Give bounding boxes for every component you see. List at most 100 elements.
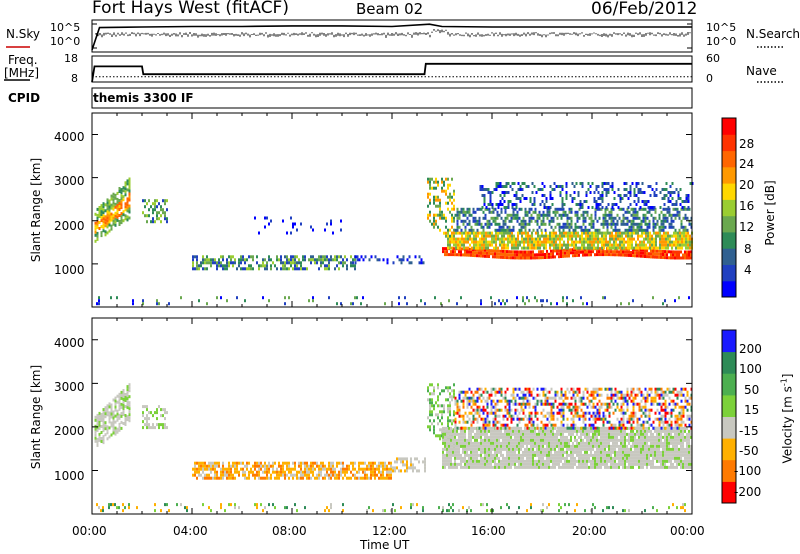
x-tick-6: 00:00: [670, 524, 705, 538]
power-band-green: [454, 207, 693, 232]
freq-panel-frame: [91, 55, 693, 83]
x-tick-5: 20:00: [572, 524, 607, 538]
nsearch-label: N.Search: [746, 27, 800, 41]
velocity-colorbar-swatch-7: [722, 330, 736, 353]
power-blob-spike: [427, 177, 455, 241]
power-cbar-tick-5: 8: [744, 242, 752, 256]
velocity-colorbar-swatch-6: [722, 351, 736, 374]
power-y-tick-3000: 3000: [54, 174, 85, 188]
freq-series-line: [91, 62, 692, 83]
power-cbar-tick-4: 12: [739, 220, 755, 234]
cpid-panel-frame: [91, 87, 693, 109]
velocity-cbar-label-sup: -1: [779, 378, 789, 387]
power-colorbar-swatch-6: [722, 183, 736, 200]
power-blob-2h: [142, 199, 168, 224]
date-title: 06/Feb/2012: [591, 0, 698, 19]
velocity-blob-early: [94, 383, 131, 447]
power-ground-noise: [96, 296, 690, 306]
power-y-axis-label: Slant Range [km]: [29, 157, 43, 263]
velocity-colorbar-swatch-1: [722, 459, 736, 482]
velocity-panel-bg: [92, 318, 692, 514]
nsky-tick-low: 10^0: [50, 35, 81, 48]
velocity-colorbar-swatch-5: [722, 373, 736, 396]
power-sparse: [254, 216, 342, 235]
power-panel-bg: [92, 113, 692, 307]
x-axis-label: Time UT: [360, 538, 410, 552]
velocity-colorbar-swatch-0: [722, 481, 736, 504]
velocity-blob-mid2: [392, 457, 426, 473]
power-y-tick-4000: 4000: [54, 130, 85, 144]
x-tick-0: 00:00: [72, 524, 107, 538]
velocity-y-tick-1000: 1000: [54, 469, 85, 483]
velocity-y-tick-4000: 4000: [54, 336, 85, 350]
velocity-cbar-tick-1: 100: [739, 362, 762, 376]
velocity-band-grey: [442, 426, 692, 469]
power-cbar-tick-1: 24: [739, 157, 755, 171]
beam-title: Beam 02: [356, 0, 424, 18]
power-blob-early: [94, 177, 131, 243]
power-cbar-tick-3: 16: [739, 199, 755, 213]
power-band-blue: [479, 182, 694, 209]
power-colorbar-swatch-7: [722, 166, 736, 184]
power-blob-mid: [192, 255, 356, 271]
velocity-cbar-tick-7: -200: [734, 485, 762, 499]
velocity-cbar-tick-0: 200: [739, 342, 762, 356]
velocity-colorbar-swatch-2: [722, 438, 736, 461]
velocity-colorbar-swatch-3: [722, 416, 736, 439]
power-colorbar-swatch-9: [722, 134, 736, 152]
nsky-ticks: [92, 23, 692, 49]
power-y-tick-2000: 2000: [54, 219, 85, 233]
velocity-blob-mid: [192, 461, 392, 480]
nsearch-tick-low: 10^0: [706, 35, 737, 48]
nsky-noise: [95, 29, 691, 38]
velocity-cbar-label-end: ]: [780, 373, 795, 379]
power-axis-ticks: [91, 113, 693, 307]
power-cbar-tick-0: 28: [739, 137, 755, 151]
nave-tick-high: 60: [706, 52, 720, 65]
station-title: Fort Hays West (fitACF): [92, 0, 289, 18]
velocity-blob-2h: [142, 405, 168, 430]
velocity-cbar-tick-3: 15: [744, 403, 760, 417]
power-blob-mid2: [354, 255, 425, 265]
nsky-tick-high: 10^5: [50, 21, 81, 34]
power-colorbar-swatch-3: [722, 231, 736, 249]
power-colorbar-swatch-2: [722, 248, 736, 265]
velocity-band-mixed: [454, 387, 693, 430]
velocity-cbar-tick-6: -100: [734, 464, 762, 478]
velocity-cbar-tick-2: 50: [744, 383, 760, 397]
power-cbar-tick-2: 20: [739, 178, 755, 192]
nsky-panel-frame: [91, 19, 693, 53]
power-colorbar-swatch-0: [722, 280, 736, 298]
freq-tick-low: 8: [71, 72, 78, 85]
power-colorbar-frame: [721, 117, 737, 298]
power-colorbar-swatch-1: [722, 264, 736, 282]
velocity-y-axis-label: Slant Range [km]: [29, 364, 43, 470]
velocity-cbar-label: Velocity [m s-1]: [780, 364, 795, 474]
x-tick-4: 16:00: [471, 524, 506, 538]
x-tick-3: 12:00: [372, 524, 407, 538]
cpid-label: CPID: [8, 91, 41, 105]
velocity-colorbar-frame: [721, 329, 737, 504]
velocity-cbar-tick-4: -15: [739, 424, 759, 438]
nsky-label: N.Sky: [6, 27, 41, 41]
power-y-tick-1000: 1000: [54, 263, 85, 277]
power-cbar-tick-6: 4: [744, 263, 752, 277]
nsky-series-line: [91, 23, 692, 51]
velocity-cbar-tick-5: -50: [739, 444, 759, 458]
velocity-y-tick-2000: 2000: [54, 424, 85, 438]
x-tick-1: 04:00: [173, 524, 208, 538]
power-colorbar-swatch-5: [722, 199, 736, 217]
power-colorbar-swatch-10: [722, 118, 736, 135]
nave-tick-low: 0: [706, 72, 713, 85]
freq-tick-high: 18: [64, 52, 78, 65]
freq-unit: [MHz]: [4, 66, 40, 80]
power-colorbar-swatch-8: [722, 150, 736, 168]
velocity-y-tick-3000: 3000: [54, 380, 85, 394]
velocity-colorbar-swatch-4: [722, 394, 736, 417]
nave-label: Nave: [746, 64, 777, 78]
nsearch-tick-high: 10^5: [706, 21, 737, 34]
x-tick-2: 08:00: [272, 524, 307, 538]
power-band-yellow: [447, 231, 693, 250]
power-colorbar-swatch-4: [722, 215, 736, 233]
